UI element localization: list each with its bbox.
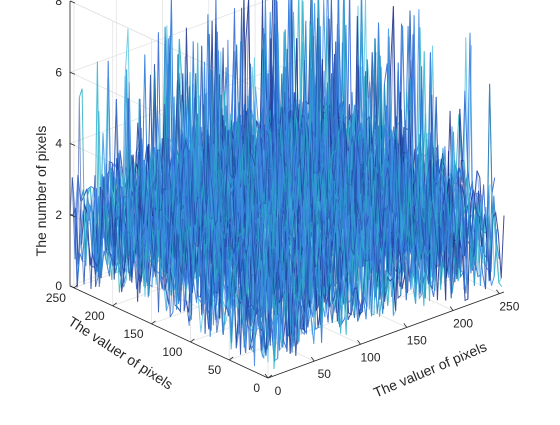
box-edge	[69, 0, 74, 2]
x-tick-mark	[357, 340, 361, 345]
x-axis-line	[267, 291, 505, 379]
y-tick-label: 50	[208, 363, 222, 377]
y-tick-label: 250	[46, 291, 66, 305]
z-tick-label: 6	[55, 65, 62, 79]
surface-trace	[258, 27, 458, 294]
y-tick-mark	[228, 356, 234, 361]
z-tick-labels: 0 2 4 6 8	[55, 0, 62, 293]
z-tick-label: 8	[55, 0, 62, 8]
x-tick-mark	[449, 306, 454, 311]
x-tick-mark	[496, 289, 500, 294]
z-axis-label: The number of pixels	[33, 126, 49, 257]
z-tick-label: 4	[55, 137, 62, 151]
z-tick-mark	[69, 71, 76, 75]
x-axis-label: The valuer of pixels	[371, 338, 489, 400]
z-tick-mark	[69, 214, 76, 218]
y-tick-mark	[190, 338, 195, 343]
grid-line	[69, 0, 74, 2]
x-tick-label: 250	[499, 300, 519, 314]
x-tick-mark	[403, 323, 408, 328]
y-tick-label: 100	[162, 345, 182, 359]
y-tick-mark	[267, 374, 273, 379]
x-tick-label: 150	[407, 333, 427, 347]
x-tick-label: 0	[275, 384, 282, 398]
y-tick-label: 200	[85, 309, 105, 323]
x-tick-label: 200	[453, 317, 473, 331]
grid-line	[69, 0, 270, 73]
x-tick-labels: 0 50 100 150 200 250	[275, 300, 520, 398]
axes	[69, 0, 505, 379]
y-tick-label: 150	[123, 327, 143, 341]
surface-trace	[297, 15, 497, 273]
y-tick-mark	[112, 302, 117, 307]
z-tick-label: 2	[55, 208, 62, 222]
surface-trace	[280, 0, 480, 286]
y-axis-label: The valuer of pixels	[65, 313, 176, 393]
x-tick-mark	[310, 356, 315, 362]
z-tick-mark	[69, 143, 76, 146]
y-tick-labels: 0 50 100 150 200 250	[46, 291, 260, 395]
y-axis-line	[69, 285, 269, 379]
z-tick-mark	[69, 0, 76, 4]
z-tick-label: 0	[55, 279, 62, 293]
surface-trace	[302, 0, 502, 285]
surface-mesh	[69, 0, 505, 370]
y-tick-label: 0	[253, 381, 260, 395]
y-tick-mark	[73, 284, 79, 289]
x-tick-mark	[264, 373, 269, 379]
x-tick-label: 100	[360, 350, 380, 364]
y-tick-mark	[151, 320, 156, 325]
x-tick-label: 50	[318, 367, 332, 381]
